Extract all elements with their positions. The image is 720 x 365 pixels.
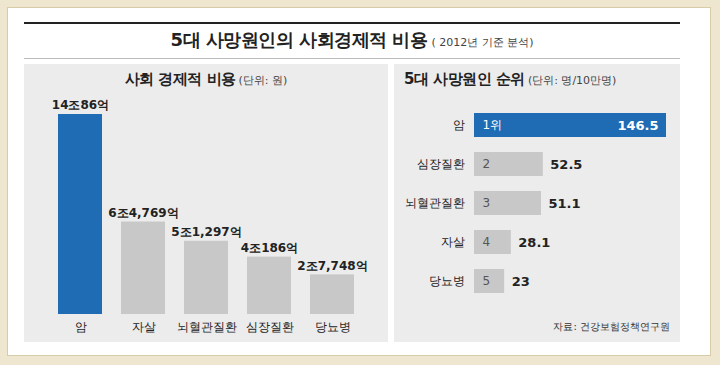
svg-text:14조86억: 14조86억 [52,98,109,112]
html-text:5대 사망원인 순위(단위: 명/10만명): 5대 사망원인 순위(단위: 명/10만명) [404,70,617,88]
html-text:5대 사망원인의 사회경제적 비용 ( 2012년 기준 분: 5대 사망원인의 사회경제적 비용 ( 2012년 기준 분석) [170,29,534,50]
svg-text:23: 23 [512,274,530,289]
svg-text:5조1,297억: 5조1,297억 [171,225,241,239]
svg-text:2: 2 [483,157,491,171]
html-text:자료: 건강보험정책연구원: 자료: 건강보험정책연구원 [553,321,670,332]
svg-text:당뇨병: 당뇨병 [429,274,465,288]
svg-text:52.5: 52.5 [550,157,582,172]
svg-text:뇌혈관질환: 뇌혈관질환 [405,196,465,210]
svg-text:뇌혈관질환: 뇌혈관질환 [177,320,237,334]
svg-text:심장질환: 심장질환 [246,320,294,334]
svg-text:51.1: 51.1 [548,196,580,211]
svg-text:자살: 자살 [441,235,465,249]
svg-text:2조7,748억: 2조7,748억 [297,259,367,273]
svg-text:1위: 1위 [483,118,503,132]
svg-text:5: 5 [483,274,491,288]
svg-text:암: 암 [453,118,465,132]
svg-text:암: 암 [75,320,87,334]
svg-text:자살: 자살 [132,320,156,334]
svg-text:4: 4 [483,235,491,249]
svg-text:심장질환: 심장질환 [417,157,465,171]
svg-text:3: 3 [483,196,491,210]
svg-text:6조4,769억: 6조4,769억 [108,206,178,220]
svg-text:28.1: 28.1 [518,235,550,250]
svg-text:4조186억: 4조186억 [241,241,298,255]
html-text:사회 경제적 비용(단위: 원): 사회 경제적 비용(단위: 원) [124,70,288,88]
svg-text:146.5: 146.5 [617,118,658,133]
svg-text:당뇨병: 당뇨병 [315,320,351,334]
